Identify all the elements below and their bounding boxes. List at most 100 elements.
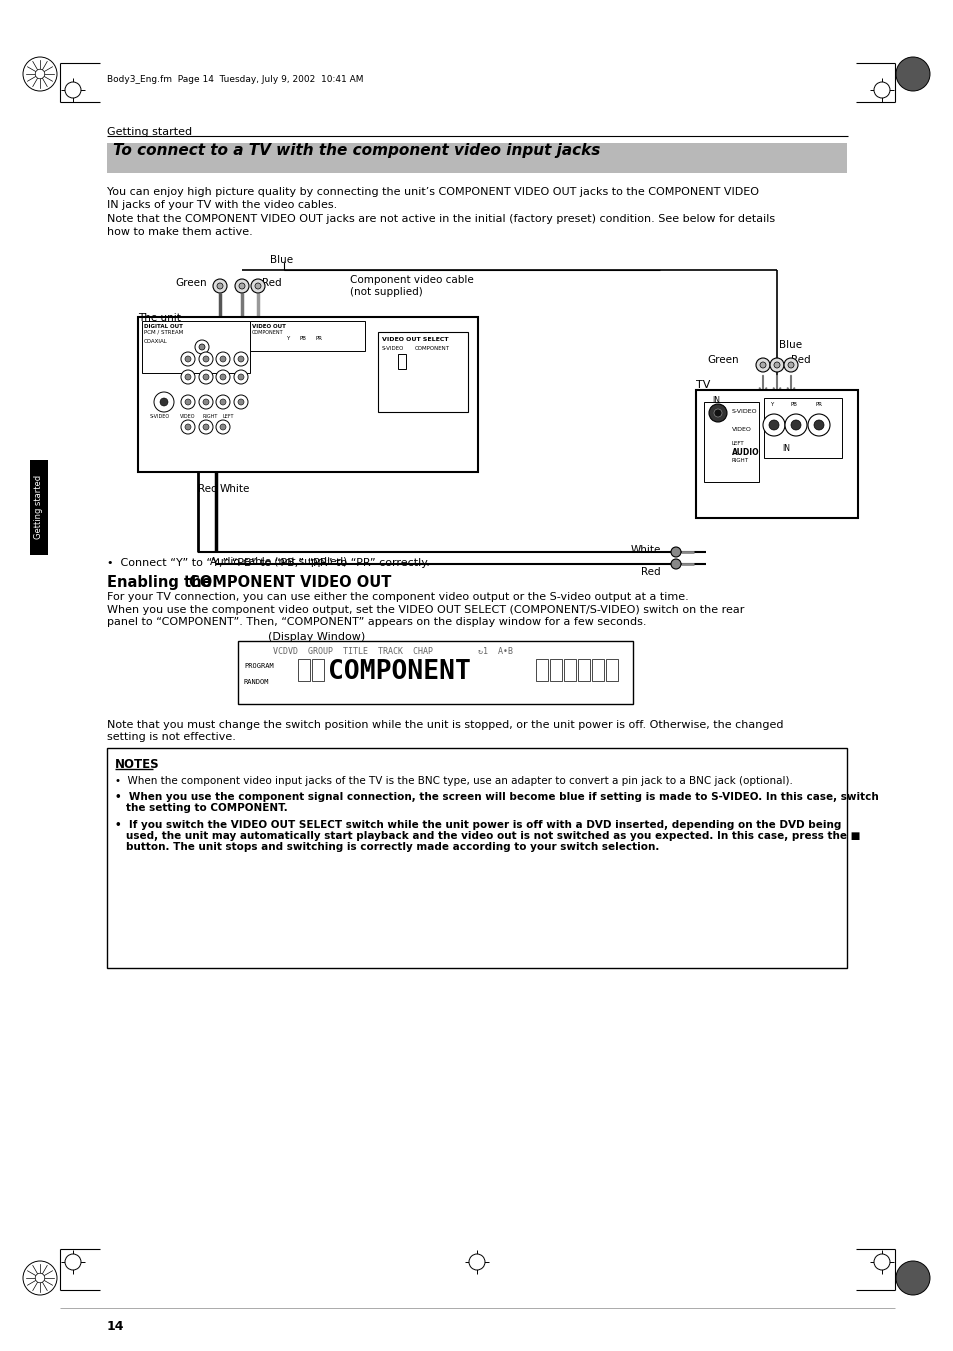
- Circle shape: [813, 420, 823, 430]
- Circle shape: [153, 392, 173, 412]
- Circle shape: [784, 413, 806, 436]
- Text: When you use the component video output, set the VIDEO OUT SELECT (COMPONENT/S-V: When you use the component video output,…: [107, 605, 743, 615]
- Text: LEFT: LEFT: [731, 440, 744, 446]
- Text: the setting to COMPONENT.: the setting to COMPONENT.: [126, 802, 288, 813]
- Text: Green: Green: [175, 278, 207, 288]
- Text: S-VIDEO: S-VIDEO: [150, 413, 170, 419]
- Text: Component video cable: Component video cable: [350, 276, 474, 285]
- Circle shape: [220, 399, 226, 405]
- Circle shape: [215, 394, 230, 409]
- Bar: [237, 640, 633, 704]
- Text: Blue: Blue: [779, 340, 801, 350]
- Text: PB: PB: [790, 403, 797, 407]
- Bar: [536, 659, 547, 681]
- Text: ↻1  A•B: ↻1 A•B: [477, 647, 513, 657]
- Text: how to make them active.: how to make them active.: [107, 227, 253, 236]
- Bar: [142, 322, 250, 373]
- Circle shape: [787, 362, 793, 367]
- Circle shape: [873, 82, 889, 99]
- Circle shape: [220, 374, 226, 380]
- Text: Red: Red: [262, 278, 281, 288]
- Text: button. The unit stops and switching is correctly made according to your switch : button. The unit stops and switching is …: [126, 842, 659, 852]
- Text: White: White: [630, 544, 660, 555]
- Text: For your TV connection, you can use either the component video output or the S-v: For your TV connection, you can use eith…: [107, 592, 688, 603]
- Text: VIDEO: VIDEO: [731, 427, 751, 432]
- Bar: [550, 659, 561, 681]
- Text: (Display Window): (Display Window): [268, 632, 365, 642]
- Text: COMPONENT: COMPONENT: [415, 346, 450, 351]
- Circle shape: [773, 362, 780, 367]
- Circle shape: [185, 399, 191, 405]
- Circle shape: [65, 1254, 81, 1270]
- Text: TV: TV: [696, 380, 710, 390]
- Bar: [30, 459, 48, 555]
- Circle shape: [233, 353, 248, 366]
- Bar: [107, 748, 846, 969]
- Circle shape: [199, 345, 205, 350]
- Circle shape: [203, 399, 209, 405]
- Bar: [297, 659, 310, 681]
- Text: PROGRAM: PROGRAM: [244, 663, 274, 669]
- Circle shape: [873, 1254, 889, 1270]
- Circle shape: [185, 374, 191, 380]
- Circle shape: [895, 1260, 929, 1296]
- Circle shape: [216, 282, 223, 289]
- Bar: [107, 143, 846, 173]
- Text: AUDIO: AUDIO: [731, 449, 759, 457]
- Text: •  If you switch the VIDEO OUT SELECT switch while the unit power is off with a : • If you switch the VIDEO OUT SELECT swi…: [115, 820, 841, 830]
- Bar: [250, 322, 365, 351]
- Text: PCM / STREAM: PCM / STREAM: [144, 330, 183, 335]
- Circle shape: [708, 404, 726, 422]
- Text: The unit: The unit: [138, 313, 181, 323]
- Circle shape: [762, 413, 784, 436]
- Text: Red: Red: [640, 567, 660, 577]
- Text: •  When the component video input jacks of the TV is the BNC type, use an adapte: • When the component video input jacks o…: [115, 775, 792, 786]
- Bar: [138, 317, 477, 471]
- Text: S-VIDEO: S-VIDEO: [381, 346, 404, 351]
- Bar: [578, 659, 589, 681]
- Bar: [312, 659, 324, 681]
- Circle shape: [213, 280, 227, 293]
- Text: NOTES: NOTES: [115, 758, 159, 771]
- Circle shape: [35, 69, 45, 78]
- Circle shape: [65, 82, 81, 99]
- Text: •  When you use the component signal connection, the screen will become blue if : • When you use the component signal conn…: [115, 792, 878, 802]
- Circle shape: [203, 424, 209, 430]
- Circle shape: [237, 357, 244, 362]
- Circle shape: [160, 399, 168, 407]
- Bar: [377, 332, 468, 412]
- Circle shape: [181, 420, 194, 434]
- Circle shape: [895, 57, 929, 91]
- Circle shape: [234, 280, 249, 293]
- Text: Note that you must change the switch position while the unit is stopped, or the : Note that you must change the switch pos…: [107, 720, 782, 730]
- Text: IN: IN: [781, 444, 789, 453]
- Circle shape: [199, 394, 213, 409]
- Circle shape: [783, 358, 797, 372]
- Text: Blue: Blue: [270, 255, 293, 265]
- Bar: [563, 659, 576, 681]
- Text: COMPONENT: COMPONENT: [328, 659, 471, 685]
- Text: VIDEO: VIDEO: [180, 413, 195, 419]
- Circle shape: [790, 420, 801, 430]
- Circle shape: [215, 353, 230, 366]
- Circle shape: [181, 353, 194, 366]
- Text: VIDEO OUT: VIDEO OUT: [252, 324, 286, 330]
- Text: COMPONENT VIDEO OUT: COMPONENT VIDEO OUT: [189, 576, 391, 590]
- Text: Green: Green: [706, 355, 739, 365]
- Circle shape: [254, 282, 261, 289]
- Text: IN: IN: [711, 396, 720, 405]
- Circle shape: [203, 357, 209, 362]
- Circle shape: [469, 1254, 484, 1270]
- Bar: [763, 399, 841, 458]
- Text: Body3_Eng.fm  Page 14  Tuesday, July 9, 2002  10:41 AM: Body3_Eng.fm Page 14 Tuesday, July 9, 20…: [107, 76, 363, 85]
- Text: Y: Y: [770, 403, 773, 407]
- Text: You can enjoy high picture quality by connecting the unit’s COMPONENT VIDEO OUT : You can enjoy high picture quality by co…: [107, 186, 759, 197]
- Circle shape: [233, 394, 248, 409]
- Circle shape: [670, 547, 680, 557]
- Circle shape: [233, 370, 248, 384]
- Text: Getting started: Getting started: [34, 476, 44, 539]
- Circle shape: [215, 420, 230, 434]
- Circle shape: [768, 420, 779, 430]
- Text: IN jacks of your TV with the video cables.: IN jacks of your TV with the video cable…: [107, 200, 337, 209]
- Circle shape: [237, 374, 244, 380]
